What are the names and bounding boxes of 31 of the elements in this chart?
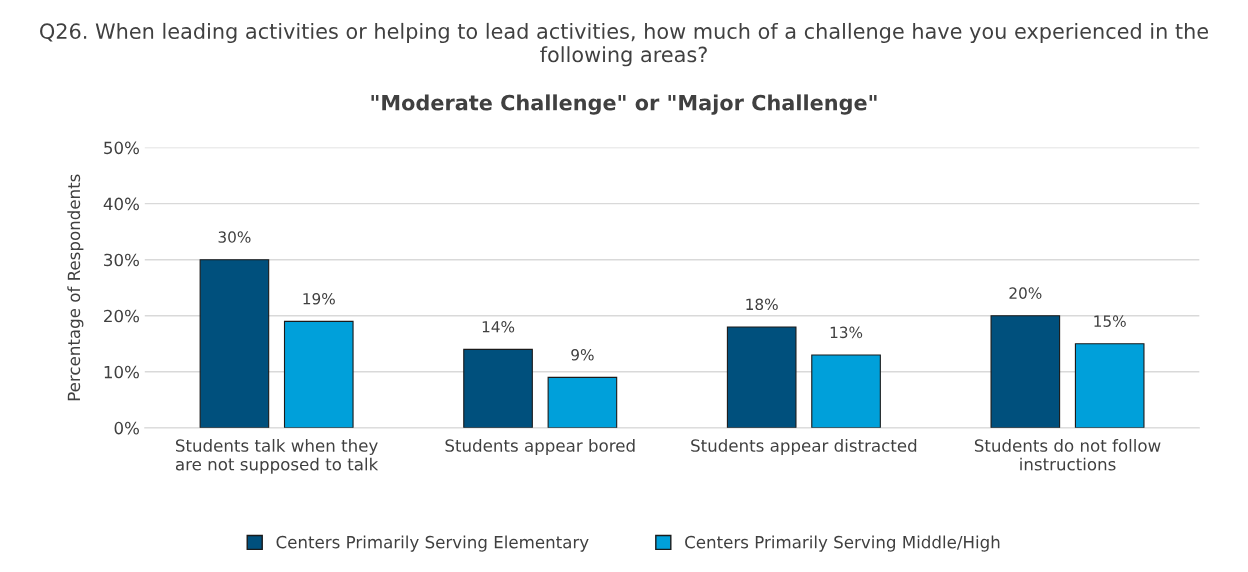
x-tick-label: Students appear bored [445,438,635,456]
text: 13% [830,326,863,339]
y-tick-label: 20% [104,309,139,323]
bar [199,259,270,428]
chart-subtitle: "Moderate Challenge" or "Major Challenge" [371,94,877,115]
bar [811,354,881,428]
legend-label: Centers Primarily Serving Elementary [276,535,589,552]
text: 9% [571,349,594,361]
bar [990,315,1061,428]
text: 15% [1094,315,1126,327]
y-tick-label: 30% [104,253,139,267]
x-tick-label: Students do not follow instructions [974,438,1161,471]
text: 19% [303,292,335,305]
legend-label: Centers Primarily Serving Middle/High [685,535,1000,552]
y-tick-label: 0% [114,421,139,435]
y-tick-label: 10% [104,365,139,379]
text: 30% [218,231,251,243]
y-tick-label: 40% [103,197,139,211]
chart-title: Q26. When leading activities or helping to lead activities, how much of a challenge have you experienced in the following areas? [40,22,1209,67]
y-tick-label: 50% [104,141,139,155]
bar [463,348,533,428]
bar [726,326,797,428]
y-axis-title: Percentage of Respondents [67,174,84,401]
x-tick-label: Students talk when they are not supposed to talk [175,438,379,474]
text: 18% [746,298,778,311]
bar [547,376,618,428]
text: 20% [1009,287,1042,299]
text: 14% [482,320,515,333]
bar [283,320,354,428]
bar [1074,343,1145,428]
x-tick-label: Students appear distracted [691,438,917,456]
